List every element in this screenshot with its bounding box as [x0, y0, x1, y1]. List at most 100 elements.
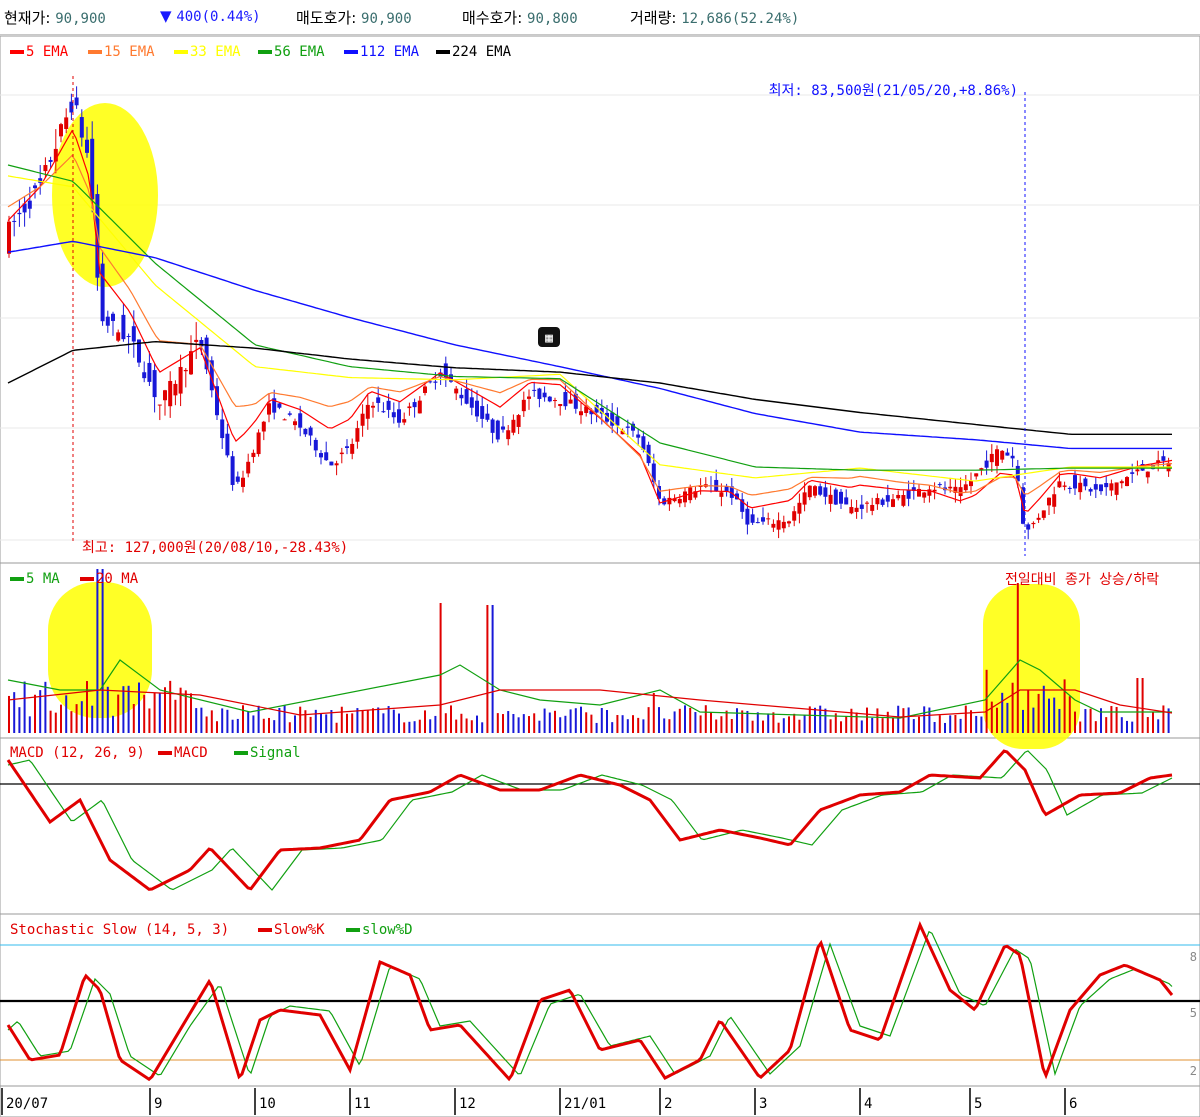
- volume-bar: [39, 690, 42, 733]
- candle-body: [1067, 487, 1072, 489]
- ask-price-value: 90,900: [361, 11, 412, 27]
- candle-body: [1145, 471, 1150, 478]
- candle-body: [12, 220, 17, 222]
- volume-bar: [517, 717, 520, 733]
- volume-bar: [226, 709, 229, 733]
- candle-body: [672, 498, 677, 502]
- volume-bar: [403, 722, 406, 733]
- candle-body: [17, 212, 22, 215]
- volume-bar: [663, 718, 666, 733]
- candle-body: [131, 326, 136, 342]
- candle-body: [475, 400, 479, 417]
- volume-bar: [54, 712, 57, 733]
- candle-body: [563, 392, 568, 407]
- candle-body: [1161, 456, 1166, 461]
- legend-label: 224 EMA: [452, 44, 512, 60]
- candle-body: [719, 492, 724, 497]
- candle-body: [953, 486, 958, 493]
- candle-body: [85, 139, 89, 153]
- price-pane[interactable]: [0, 35, 1200, 564]
- volume-bar: [668, 719, 671, 733]
- volume-bar: [543, 708, 546, 733]
- candle-body: [121, 314, 126, 340]
- candle-body: [490, 419, 495, 433]
- volume-bar: [564, 715, 567, 733]
- candle-body: [433, 381, 438, 383]
- candle-body: [397, 409, 401, 423]
- candle-body: [542, 392, 547, 398]
- volume-bar: [424, 710, 426, 733]
- ema-line-33ema: [7, 175, 1172, 482]
- volume-bar: [673, 711, 676, 733]
- volume-bar: [725, 710, 728, 733]
- volume-bar: [86, 681, 88, 733]
- volume-bar: [190, 693, 192, 733]
- candle-body: [620, 430, 625, 435]
- legend-label: 15 EMA: [104, 44, 155, 60]
- volume-bar: [892, 717, 894, 733]
- candle-body: [865, 502, 869, 504]
- volume-bar: [502, 714, 504, 733]
- candle-body: [1047, 497, 1051, 506]
- candle-body: [797, 502, 802, 514]
- candle-body: [235, 476, 240, 482]
- stock-chart[interactable]: 최저: 83,500원(21/05/20,+8.86%) 최고: 127,000…: [0, 34, 1200, 1117]
- candle-body: [761, 517, 765, 522]
- bid-price-label: 매수호가:: [462, 9, 523, 27]
- volume-bar: [1084, 709, 1087, 733]
- legend-label: MACD: [174, 745, 208, 761]
- volume-bar: [897, 705, 900, 733]
- candle-body: [859, 504, 864, 509]
- candle-body: [922, 492, 927, 498]
- candle-body: [334, 463, 339, 466]
- volume-bar: [210, 710, 213, 733]
- candle-body: [532, 389, 537, 391]
- candle-body: [636, 434, 641, 438]
- candle-body: [958, 487, 963, 497]
- candle-body: [875, 498, 880, 505]
- event-marker-icon[interactable]: [538, 327, 560, 347]
- candle-body: [776, 520, 781, 530]
- candle-body: [984, 460, 989, 468]
- candle-body: [693, 491, 698, 498]
- candle-body: [948, 486, 953, 489]
- candle-body: [220, 419, 225, 439]
- macd-pane[interactable]: [0, 737, 1200, 915]
- volume-bar: [860, 720, 863, 733]
- candle-body: [683, 491, 687, 503]
- volume-bar: [1146, 717, 1149, 733]
- volume-bar: [928, 707, 931, 733]
- volume-bar: [330, 710, 333, 733]
- volume-bar: [933, 721, 936, 733]
- volume-bar: [80, 701, 83, 733]
- price-change-value: 400(0.44%): [176, 9, 261, 25]
- candle-body: [735, 493, 739, 500]
- candle-body: [173, 383, 178, 396]
- volume-bar: [169, 680, 172, 733]
- volume-bar: [314, 709, 317, 733]
- candle-body: [625, 426, 630, 428]
- volume-bar: [866, 707, 868, 733]
- candle-body: [594, 404, 599, 413]
- candle-body: [407, 406, 412, 409]
- macd-legend: MACD Signal: [158, 745, 301, 761]
- x-tick-label: 9: [154, 1096, 162, 1112]
- x-tick-label: 20/07: [6, 1096, 48, 1112]
- volume-bar: [252, 715, 255, 733]
- candle-body: [750, 514, 755, 523]
- volume-bar: [782, 718, 785, 733]
- volume-bar: [834, 713, 837, 733]
- candle-body: [839, 491, 843, 504]
- volume-bar: [153, 692, 156, 733]
- candle-body: [100, 263, 105, 322]
- volume-bar: [1074, 711, 1076, 733]
- candle-body: [631, 423, 635, 431]
- candle-body: [355, 428, 360, 442]
- x-tick-label: 10: [259, 1096, 276, 1112]
- volume-bar: [460, 713, 463, 733]
- candle-body: [308, 427, 313, 436]
- candle-body: [891, 499, 895, 507]
- candle-body: [454, 388, 459, 394]
- volume-bar: [1048, 698, 1050, 733]
- volume-bar: [1042, 685, 1045, 733]
